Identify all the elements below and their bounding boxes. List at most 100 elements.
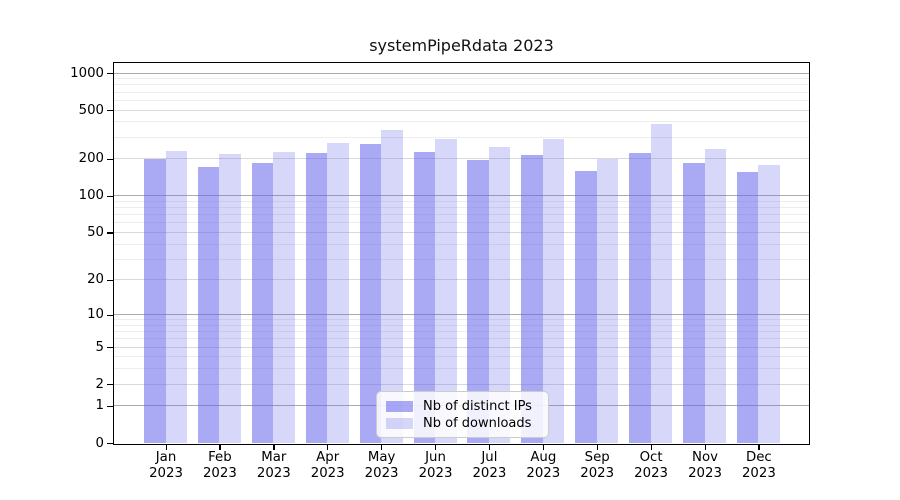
y-tick-mark-10 (107, 314, 114, 316)
gridline-3 (114, 368, 809, 370)
x-tick-month: Sep (584, 450, 610, 465)
gridline-800 (114, 84, 809, 86)
x-tick-mark-jan (165, 445, 167, 450)
y-tick-label-2: 2 (95, 376, 104, 392)
y-tick-label-500: 500 (78, 102, 104, 118)
x-tick-mark-apr (327, 445, 329, 450)
y-tick-label-100: 100 (78, 188, 104, 204)
x-tick-month: Oct (639, 450, 663, 465)
legend-item-downloads: Nb of downloads (386, 415, 539, 431)
x-tick-label-jan: Jan 2023 (131, 450, 201, 481)
bar-downloads-jan (165, 151, 187, 443)
x-tick-month: May (367, 450, 396, 465)
gridline-7 (114, 331, 809, 333)
x-tick-year: 2023 (310, 465, 345, 481)
x-tick-mark-aug (542, 445, 545, 450)
gridline-50 (114, 231, 809, 233)
x-tick-month: Jul (481, 450, 498, 465)
chart-title: systemPipeRdata 2023 (369, 36, 554, 55)
x-tick-year: 2023 (149, 465, 183, 481)
gridline-30 (114, 258, 809, 260)
x-tick-year: 2023 (580, 465, 615, 481)
y-tick-mark-1000 (107, 73, 114, 75)
x-tick-year: 2023 (472, 465, 507, 481)
x-tick-month: Jun (425, 450, 446, 465)
y-tick-mark-5 (107, 347, 114, 349)
y-tick-mark-0 (107, 443, 114, 445)
x-tick-mark-oct (650, 445, 652, 450)
x-tick-month: Aug (530, 450, 557, 465)
x-tick-year: 2023 (741, 465, 776, 481)
gridline-600 (114, 99, 809, 101)
bar-distinct-ips-jun (413, 152, 435, 443)
x-tick-month: Dec (746, 450, 772, 465)
gridline-5 (114, 346, 809, 348)
y-tick-mark-500 (107, 110, 114, 112)
x-tick-label-nov: Nov 2023 (670, 450, 740, 481)
x-tick-year: 2023 (688, 465, 722, 481)
x-tick-mark-sep (596, 445, 598, 450)
gridline-900 (114, 78, 809, 80)
bar-distinct-ips-apr (305, 152, 328, 443)
legend-swatch-distinct-ips (386, 400, 413, 412)
gridline-400 (114, 121, 809, 123)
gridline-9 (114, 319, 809, 321)
bar-downloads-dec (758, 165, 780, 443)
bar-downloads-aug (542, 138, 565, 443)
bar-downloads-jul (488, 147, 511, 443)
x-tick-month: Feb (208, 450, 232, 465)
y-tick-label-10: 10 (87, 307, 104, 323)
y-tick-label-200: 200 (78, 151, 104, 167)
x-tick-year: 2023 (256, 465, 291, 481)
x-tick-year: 2023 (418, 465, 453, 481)
bar-distinct-ips-mar (251, 163, 274, 443)
bar-downloads-feb (219, 154, 241, 443)
y-tick-label-20: 20 (87, 272, 104, 288)
x-tick-year: 2023 (364, 465, 399, 481)
bar-downloads-mar (273, 152, 295, 443)
bar-downloads-may (381, 130, 403, 443)
bar-downloads-apr (327, 142, 349, 443)
x-tick-label-sep: Sep 2023 (562, 450, 632, 481)
legend-item-distinct-ips: Nb of distinct IPs (386, 398, 539, 414)
x-tick-month: Nov (692, 450, 718, 465)
x-tick-label-jul: Jul 2023 (454, 450, 524, 481)
x-tick-year: 2023 (526, 465, 561, 481)
gridline-500 (114, 109, 809, 111)
gridline-60 (114, 222, 809, 224)
y-tick-label-5: 5 (95, 339, 104, 355)
bar-downloads-jun (435, 138, 457, 443)
x-tick-year: 2023 (634, 465, 669, 481)
x-tick-mark-jun (435, 445, 437, 450)
x-tick-month: Jan (155, 450, 177, 465)
bar-distinct-ips-oct (629, 152, 651, 443)
plot-area: Nb of distinct IPs Nb of downloads (113, 62, 810, 445)
x-tick-mark-jul (488, 445, 491, 450)
x-tick-year: 2023 (202, 465, 237, 481)
x-tick-label-apr: Apr 2023 (293, 450, 363, 481)
y-tick-mark-1 (107, 405, 114, 408)
gridline-6 (114, 338, 809, 340)
x-tick-mark-may (381, 445, 383, 450)
gridline-300 (114, 136, 809, 138)
y-tick-label-0: 0 (95, 435, 104, 451)
gridline-700 (114, 91, 809, 93)
gridline-4 (114, 356, 809, 358)
bar-downloads-nov (704, 149, 726, 443)
bar-distinct-ips-aug (521, 155, 543, 443)
legend-swatch-downloads (386, 417, 413, 429)
gridline-100 (114, 195, 809, 197)
x-tick-label-jun: Jun 2023 (401, 450, 471, 481)
x-tick-label-oct: Oct 2023 (616, 450, 686, 481)
x-tick-label-aug: Aug 2023 (508, 450, 578, 481)
bar-distinct-ips-dec (736, 171, 759, 443)
x-tick-mark-mar (273, 445, 275, 450)
y-tick-mark-2 (107, 384, 114, 386)
legend-label-distinct-ips: Nb of distinct IPs (423, 398, 532, 414)
x-tick-mark-nov (704, 445, 706, 450)
gridline-20 (114, 279, 809, 281)
bar-distinct-ips-jan (144, 158, 166, 443)
bar-distinct-ips-sep (575, 170, 597, 443)
x-tick-month: Apr (316, 450, 340, 465)
